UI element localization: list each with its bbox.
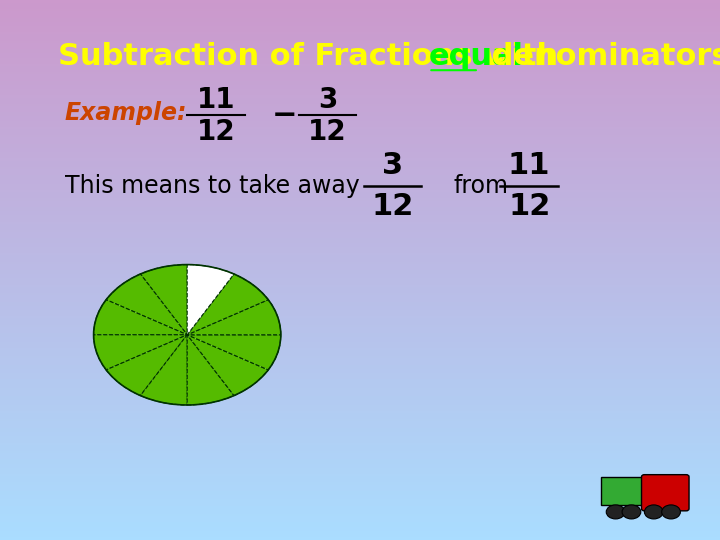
Text: from: from [454,174,508,198]
Text: 3: 3 [382,151,403,180]
Text: 12: 12 [197,118,235,146]
Wedge shape [187,274,269,335]
Text: Example:: Example: [65,102,187,125]
Text: denominators: denominators [481,42,720,71]
Text: 12: 12 [372,192,413,221]
Circle shape [662,505,680,519]
Text: 3: 3 [318,86,337,114]
Text: equal: equal [428,42,523,71]
Wedge shape [106,335,187,396]
Wedge shape [187,335,281,370]
Wedge shape [187,265,234,335]
Circle shape [606,505,625,519]
Wedge shape [140,335,187,405]
Wedge shape [187,335,234,405]
Text: This means to take away: This means to take away [65,174,359,198]
Wedge shape [94,335,187,370]
Wedge shape [94,300,187,335]
Circle shape [644,505,663,519]
Text: 12: 12 [508,192,550,221]
FancyBboxPatch shape [642,475,689,511]
Text: 12: 12 [308,118,347,146]
Wedge shape [106,274,187,335]
Wedge shape [140,265,187,335]
Wedge shape [187,300,281,335]
Text: 11: 11 [508,151,551,180]
Text: 11: 11 [197,86,235,114]
Bar [601,477,646,505]
Circle shape [622,505,641,519]
Wedge shape [187,335,269,396]
Text: −: − [271,100,297,130]
Text: Subtraction of Fractions with: Subtraction of Fractions with [58,42,568,71]
